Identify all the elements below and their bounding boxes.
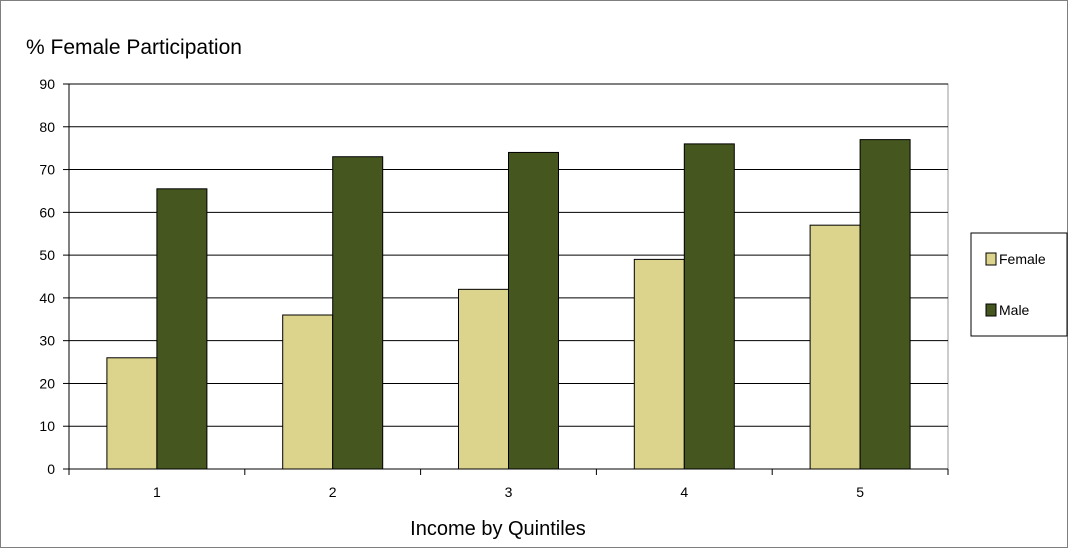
y-tick-label-40: 40 (39, 290, 55, 306)
y-tick-label-0: 0 (47, 461, 55, 477)
y-tick-label-70: 70 (39, 162, 55, 178)
bar-male-2 (332, 156, 384, 470)
x-tick-label-5: 5 (856, 484, 864, 500)
bar-female-2 (282, 314, 334, 470)
bar-male-4 (683, 143, 735, 470)
legend-items: Female Male (985, 251, 1046, 318)
bar-male-1 (156, 188, 208, 470)
y-tick-label-50: 50 (39, 247, 55, 263)
x-tick-label-3: 3 (505, 484, 513, 500)
axis-ticks: 0 10 20 30 40 50 60 70 80 90 1 2 3 4 5 (39, 76, 949, 500)
y-tick-label-60: 60 (39, 204, 55, 220)
bar-female-3 (458, 288, 509, 470)
bar-male-3 (508, 151, 559, 470)
y-tick-label-20: 20 (39, 375, 55, 391)
y-axis-title: % Female Participation (26, 36, 242, 59)
bar-female-4 (633, 258, 685, 470)
x-axis-title: Income by Quintiles (410, 518, 586, 540)
y-tick-label-10: 10 (39, 418, 55, 434)
legend-swatch-female (985, 252, 997, 266)
legend (970, 232, 1068, 337)
legend-swatch-male (985, 303, 997, 317)
x-tick-label-1: 1 (153, 484, 161, 500)
x-tick-label-4: 4 (680, 484, 688, 500)
y-tick-label-30: 30 (39, 333, 55, 349)
bars (106, 139, 911, 470)
bar-female-1 (106, 357, 158, 470)
legend-label-male: Male (999, 302, 1030, 318)
x-tick-label-2: 2 (329, 484, 337, 500)
y-tick-label-90: 90 (39, 76, 55, 92)
y-tick-label-80: 80 (39, 119, 55, 135)
legend-label-female: Female (999, 251, 1046, 267)
bar-male-5 (859, 139, 911, 470)
bar-female-5 (809, 224, 861, 470)
